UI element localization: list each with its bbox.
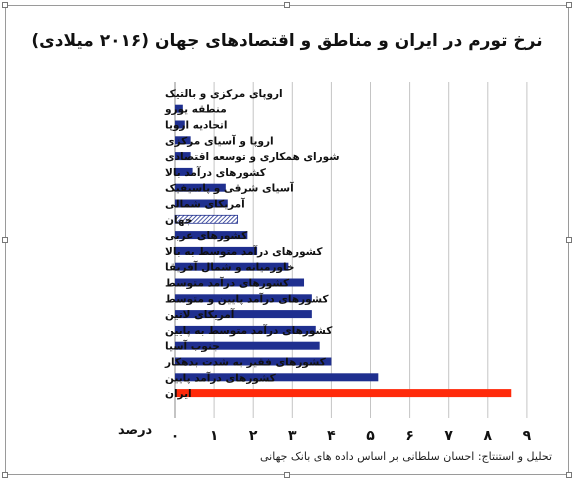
frame-handle-top-right[interactable] — [566, 2, 572, 8]
bar — [175, 246, 258, 255]
category-label: اتحادیه اروپا — [165, 120, 227, 132]
chart-title: نرخ تورم در ایران و مناطق و اقتصادهای جه… — [31, 31, 543, 51]
x-tick-label: ۸ — [484, 428, 493, 444]
x-tick-label: ۹ — [523, 428, 532, 444]
bar — [175, 136, 191, 145]
bar — [175, 325, 316, 334]
frame-handle-bottom-left[interactable] — [2, 472, 8, 478]
category-label: جهان — [165, 214, 192, 226]
bar — [175, 183, 226, 192]
bar-world — [174, 214, 238, 224]
category-label: کشورهای درآمد متوسط به پایین — [165, 324, 333, 337]
bar — [175, 357, 332, 366]
frame-handle-middle-left[interactable] — [2, 237, 8, 243]
category-label: کشورهای درآمد پایین و متوسط — [165, 292, 329, 305]
bar — [175, 152, 191, 161]
x-tick-label: ۶ — [405, 428, 414, 444]
category-label: کشورهای درآمد بالا — [165, 166, 267, 179]
category-label: شورای همکاری و توسعه اقتصادی — [165, 151, 340, 163]
bar — [175, 341, 320, 350]
bar — [175, 231, 248, 240]
x-tick-label: ۰ — [171, 428, 180, 444]
category-label: آمریکای شمالی — [165, 198, 245, 211]
category-label: کشورهای درآمد متوسط به بالا — [165, 245, 323, 258]
category-label: خاورمیانه و شمال آفریقا — [165, 261, 294, 274]
bar-iran — [175, 389, 512, 398]
category-label: آمریکای لاتین — [165, 308, 235, 321]
frame-handle-bottom-right[interactable] — [566, 472, 572, 478]
x-tick-label: ۵ — [366, 428, 375, 444]
source-credit: تحلیل و استنتاج: احسان سلطانی بر اساس دا… — [259, 450, 552, 463]
frame-handle-middle-right[interactable] — [566, 237, 572, 243]
x-tick-label: ۲ — [249, 428, 258, 444]
bars — [174, 104, 512, 398]
category-label: کشورهای فقیر به شدت بدهکار — [164, 357, 327, 369]
frame-handle-bottom-center[interactable] — [284, 472, 290, 478]
bar — [175, 167, 193, 176]
frame-handle-top-center[interactable] — [284, 2, 290, 8]
x-axis-ticks: ۰ ۱ ۲ ۳ ۴ ۵ ۶ ۷ ۸ ۹ — [171, 428, 532, 444]
x-tick-label: ۳ — [288, 428, 297, 444]
x-tick-label: ۷ — [444, 428, 453, 444]
bar — [175, 373, 379, 382]
x-tick-label: ۴ — [327, 428, 336, 444]
category-labels: اروپای مرکزی و بالتیک منطقه یورو اتحادیه ا… — [164, 88, 340, 400]
bar — [175, 278, 305, 287]
category-label: کشورهای درآمد متوسط — [165, 277, 290, 290]
bar — [175, 310, 312, 319]
category-label: جنوب آسیا — [165, 340, 220, 353]
bar — [175, 294, 312, 303]
category-label: اروپا و آسیای مرکزی — [165, 134, 274, 147]
category-label: آسیای شرقی و پاسیفیک — [165, 182, 294, 195]
category-label: اروپای مرکزی و بالتیک — [165, 88, 283, 100]
frame-handle-top-left[interactable] — [2, 2, 8, 8]
bar — [175, 199, 228, 208]
category-label: منطقه یورو — [164, 104, 227, 116]
category-label: کشورهای عربی — [165, 230, 248, 242]
bar — [175, 104, 183, 113]
bar — [175, 262, 289, 271]
x-tick-label: ۱ — [210, 428, 219, 444]
category-label: کشورهای درآمد پایین — [165, 371, 277, 384]
bar — [175, 120, 185, 129]
x-axis-unit-label: درصد — [118, 423, 153, 438]
category-label: ایران — [165, 388, 192, 400]
